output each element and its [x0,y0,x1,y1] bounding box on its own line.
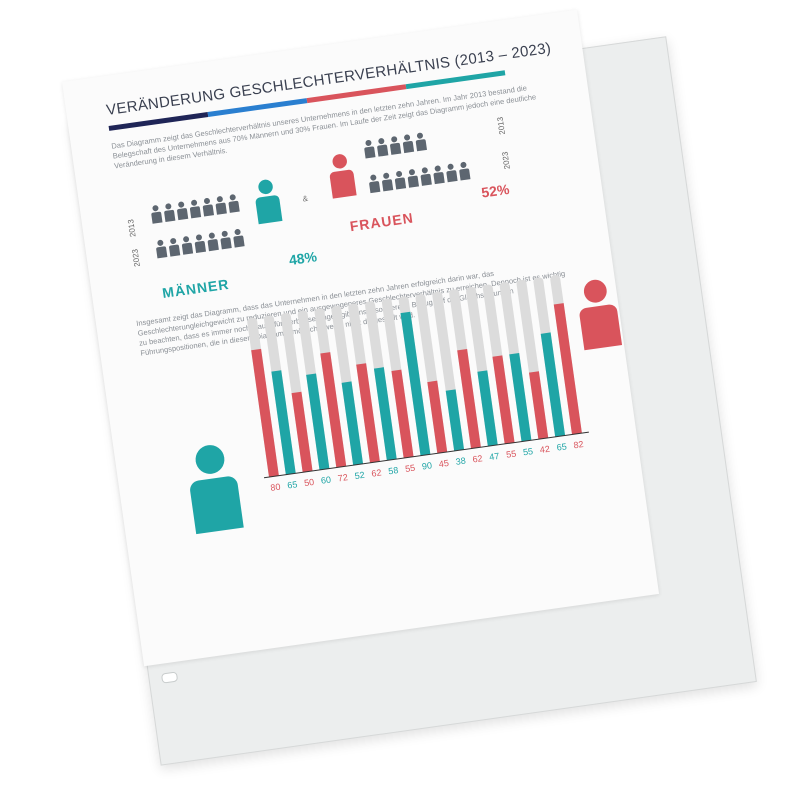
bar [320,352,347,468]
bar-value-label: 45 [438,458,449,469]
person-icon [150,205,162,224]
bar-value-label: 62 [472,453,483,464]
bar [271,370,296,475]
person-icon [232,228,244,247]
women-icons-2013 [363,132,427,158]
person-icon [363,139,375,158]
person-icon [458,161,470,180]
bar [427,380,448,454]
bar [391,369,414,459]
bar [356,363,380,463]
person-icon [432,165,444,184]
bar-value-label: 82 [573,439,584,450]
person-icon [181,236,193,255]
person-icon [189,199,201,218]
bar [373,367,397,461]
person-icon [194,234,206,253]
women-year-bottom: 2023 [500,151,512,170]
bar [528,371,549,440]
person-icon [155,239,167,258]
bar-value-label: 65 [287,479,298,490]
men-year-top: 2013 [126,218,138,238]
bar-value-label: 80 [270,482,281,493]
person-icon [445,163,457,182]
punch-hole [160,671,179,684]
person-icon [376,137,388,156]
person-icon [176,201,188,220]
bar-value-label: 58 [388,465,399,476]
bar [492,355,515,444]
person-icon [394,170,406,189]
men-icons-2023 [155,228,245,258]
person-icon [168,237,180,256]
women-label: FRAUEN [348,209,415,235]
bar-value-label: 55 [404,463,415,474]
bar-value-label: 55 [506,448,517,459]
person-icon [219,230,231,249]
women-icons-2023 [368,161,471,193]
women-year-top: 2013 [495,116,507,136]
bar [457,349,481,449]
person-icon [415,132,427,151]
person-icon [227,194,239,213]
bar [445,389,465,452]
bar [341,381,364,466]
person-icon [368,174,380,193]
bar-value-label: 60 [320,474,331,485]
bar-value-label: 52 [354,470,365,481]
bar-value-label: 42 [539,444,550,455]
bar-value-label: 55 [522,446,533,457]
bar [553,303,582,435]
men-label: MÄNNER [161,275,231,302]
infographic-sheet: VERÄNDERUNG GESCHLECHTERVERHÄLTNIS (2013… [62,9,660,667]
man-figure-icon [184,442,249,558]
women-percent: 52% [480,180,511,201]
person-icon [407,169,419,188]
person-icon [206,232,218,251]
men-percent: 48% [287,248,318,269]
bar-value-label: 38 [455,456,466,467]
bar [251,348,279,478]
bar [477,370,498,447]
person-icon [202,197,214,216]
woman-icon [327,152,361,211]
bar-value-label: 65 [556,441,567,452]
ampersand: & [302,193,309,204]
bar [509,353,532,442]
bar-chart: 80 65 50 60 72 52 62 58 55 90 45 38 62 47 55 55 42 65 82 [247,275,589,493]
bar-value-label: 50 [303,477,314,488]
bar [306,373,330,470]
men-year-bottom: 2023 [130,248,142,268]
person-icon [381,172,393,191]
men-icons-2013 [150,194,240,224]
person-icon [389,136,401,155]
bar [291,391,313,473]
bar-value-label: 72 [337,472,348,483]
bar-value-label: 47 [489,451,500,462]
bar-value-label: 90 [421,460,432,471]
person-icon [214,196,226,215]
person-icon [163,203,175,222]
bar [540,332,566,437]
bar [400,311,431,456]
bar-value-label: 62 [371,467,382,478]
baseline [263,431,589,479]
man-icon [253,178,287,237]
person-icon [402,134,414,153]
person-icon [419,167,431,186]
